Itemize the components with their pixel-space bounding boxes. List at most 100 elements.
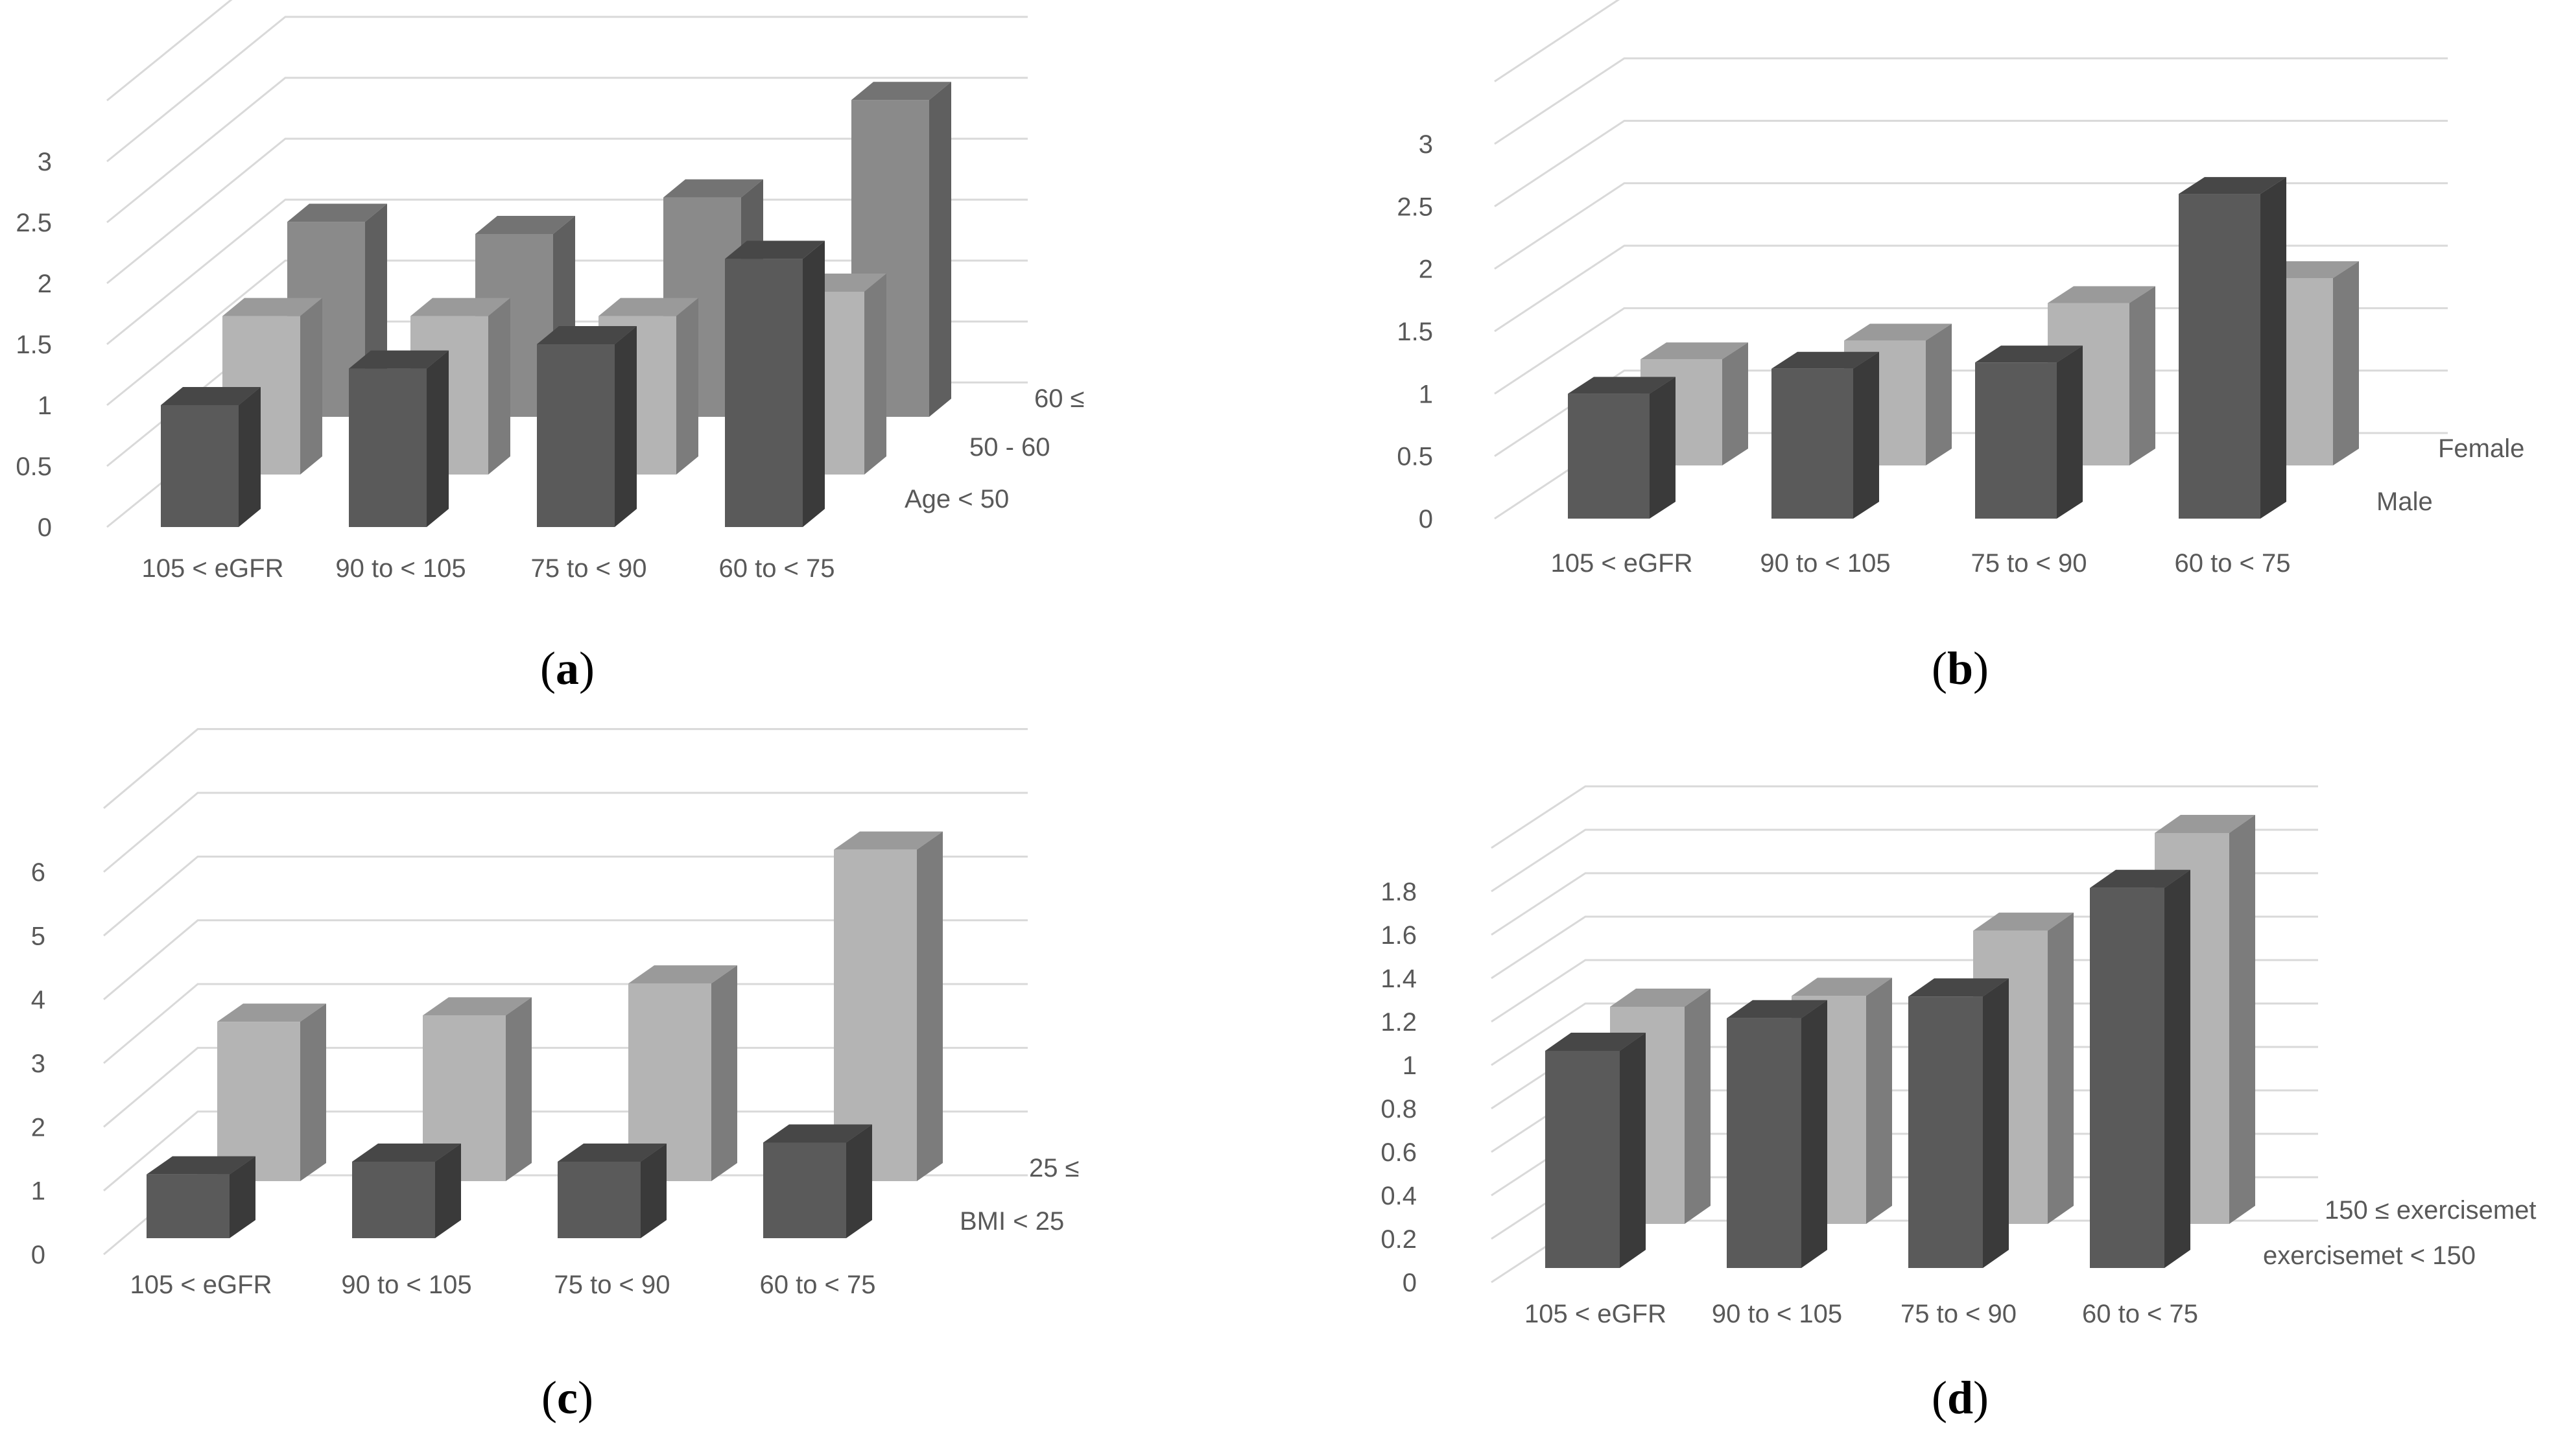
gridline [1494,57,2448,145]
gridline [1494,119,2448,207]
bar-front [1545,1051,1620,1268]
bar-25- [834,831,943,1181]
y-tick-label: 2.5 [1397,193,1433,221]
bar-top [1771,351,1879,369]
bar-top [410,298,510,316]
x-category-label: 75 to < 90 [554,1271,670,1299]
gridline [106,137,1028,285]
bar-front [1908,996,1983,1268]
bar-top [349,350,449,369]
bar-side [676,298,698,475]
bar-top [851,82,951,100]
bar-25- [217,1004,326,1181]
y-tick-label: 1.5 [16,331,52,359]
gridline [106,0,233,102]
y-tick-label: 1 [1403,1051,1417,1080]
bar-bmi-25 [763,1124,872,1238]
bar-top [1545,1033,1646,1051]
bar-male [1568,377,1676,519]
bar-top [663,179,763,198]
bar-top [628,965,737,984]
gridline [103,855,1028,937]
bar-male [2179,177,2286,519]
gridline [1494,182,2448,270]
panel-label: (b) [1932,642,1989,694]
y-tick-label: 2 [1419,255,1433,284]
x-category-label: 105 < eGFR [141,554,283,583]
gridline [1491,915,2318,980]
gridline [103,983,1028,1064]
bar-25- [628,965,737,1181]
bar-side [615,326,637,527]
x-category-label: 105 < eGFR [1550,549,1692,578]
chart-panel-b: 0 0.5 1 1.5 2 2.5 3 105 < eGFR 90 to < 105 75 to … [1397,0,2524,694]
y-tick-label: 1.4 [1380,965,1417,993]
y-tick-label: 0.8 [1380,1095,1417,1123]
bar-side [506,997,532,1181]
gridline [103,919,1028,1000]
bar-exercisemet-150 [1908,978,2009,1268]
chart-panel-a: 0 0.5 1 1.5 2 2.5 3 105 < eGFR 90 to < 105 75 to … [16,0,1085,694]
x-category-label: 75 to < 90 [530,554,646,583]
bar-front [161,405,239,527]
x-category-label: 60 to < 75 [2082,1300,2198,1328]
bar-top [537,326,637,344]
x-category-label: 90 to < 105 [341,1271,471,1299]
series-label: 25 ≤ [1029,1154,1080,1182]
bar-front [352,1162,435,1238]
bar-top [1844,323,1952,341]
gridline [103,1110,1028,1192]
bar-front [725,259,803,527]
y-tick-label: 5 [31,922,45,950]
bar-top [1908,978,2009,997]
bar-front [2179,194,2260,519]
bar-side [230,1156,255,1238]
gridline [1491,872,2318,936]
bar-top [1975,346,2083,363]
bar-side [1983,978,2009,1268]
panel-label: (c) [541,1372,593,1424]
bar-top [598,298,698,316]
bar-age-50 [537,326,637,527]
bar-top [2155,815,2255,833]
gridline [106,76,1028,224]
bar-top [558,1144,667,1162]
gridline [1491,1002,2318,1066]
y-tick-label: 3 [38,148,52,176]
series-label: Male [2376,487,2433,516]
y-tick-label: 0.5 [16,452,52,481]
bar-front [349,368,427,527]
bar-side [1926,323,1952,465]
y-tick-label: 0 [38,513,52,542]
bar-age-50 [349,350,449,527]
bar-exercisemet-150 [2090,869,2190,1268]
bar-side [711,965,737,1181]
bar-male [1975,346,2083,519]
bar-top [763,1124,872,1143]
y-tick-label: 2.5 [16,209,52,237]
bar-side [435,1144,461,1238]
bar-top [352,1144,461,1162]
bar-top [1568,377,1676,394]
bar-side [300,298,322,475]
bar-side [2129,286,2155,465]
y-tick-label: 1 [38,392,52,420]
bar-front [1975,362,2057,519]
series-label: Age < 50 [905,485,1009,513]
x-category-label: 60 to < 75 [759,1271,875,1299]
bar-side [300,1004,326,1181]
x-category-label: 75 to < 90 [1901,1300,2017,1328]
y-tick-label: 0 [1403,1269,1417,1297]
bar-front [537,344,615,527]
bar-side [2164,869,2190,1268]
x-category-label: 60 to < 75 [2174,549,2290,578]
bar-age-50 [725,241,825,527]
gridline [1494,370,2448,457]
y-tick-label: 1.6 [1380,921,1417,950]
y-tick-label: 2 [31,1113,45,1142]
bar-side [239,387,261,527]
series-label: 50 - 60 [969,433,1050,462]
bar-top [2048,286,2155,303]
y-tick-label: 0.2 [1380,1225,1417,1254]
x-category-label: 60 to < 75 [718,554,835,583]
